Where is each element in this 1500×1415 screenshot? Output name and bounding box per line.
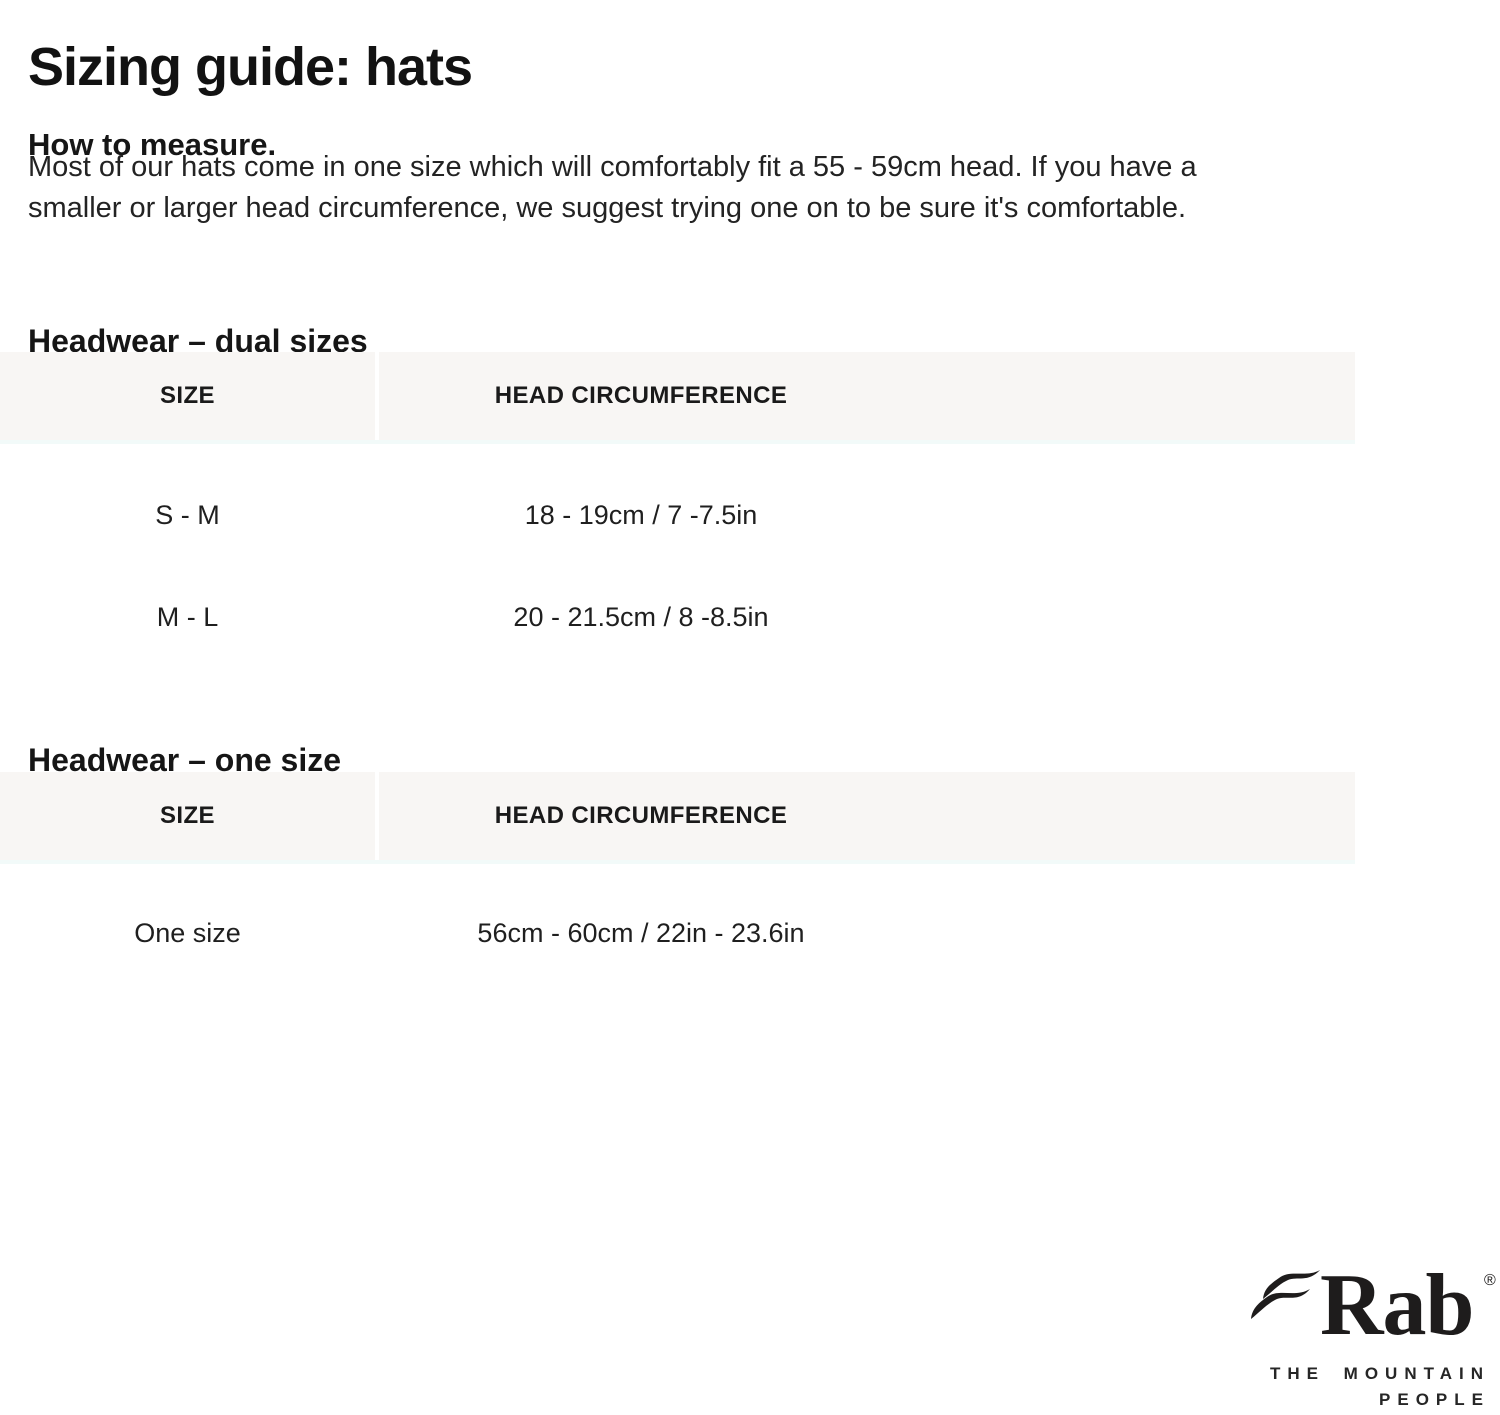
registered-trademark-symbol: ® xyxy=(1484,1272,1496,1289)
size-value: S - M xyxy=(155,500,220,530)
brand-tagline: THE MOUNTAIN PEOPLE xyxy=(1190,1361,1490,1413)
table-header-row: SIZE HEAD CIRCUMFERENCE xyxy=(0,772,1355,864)
section-heading-one-size: Headwear – one size xyxy=(28,741,342,778)
column-header-size: SIZE xyxy=(0,352,375,440)
body-line-1: Most of our hats come in one size which … xyxy=(28,151,1197,183)
head-circumference-value: 56cm - 60cm / 22in - 23.6in xyxy=(477,918,805,948)
column-divider xyxy=(375,772,379,860)
table-row: One size 56cm - 60cm / 22in - 23.6in xyxy=(0,916,1355,950)
how-to-measure-body: Most of our hats come in one size which … xyxy=(28,147,1197,229)
column-divider xyxy=(375,352,379,440)
rab-double-wave-icon xyxy=(1251,1270,1320,1319)
table-header-row: SIZE HEAD CIRCUMFERENCE xyxy=(0,352,1355,444)
column-header-size: SIZE xyxy=(0,772,375,860)
header-filler xyxy=(903,352,1355,440)
column-header-head-circumference: HEAD CIRCUMFERENCE xyxy=(379,772,903,860)
head-circumference-value: 20 - 21.5cm / 8 -8.5in xyxy=(513,602,769,632)
table-row: S - M 18 - 19cm / 7 -7.5in xyxy=(0,498,1355,532)
size-value: M - L xyxy=(156,602,219,632)
rab-wordmark: Rab xyxy=(1320,1257,1474,1354)
dual-sizes-table: SIZE HEAD CIRCUMFERENCE S - M 18 - 19cm … xyxy=(0,352,1355,672)
header-filler xyxy=(903,772,1355,860)
page-title: Sizing guide: hats xyxy=(28,37,473,98)
head-circumference-value: 18 - 19cm / 7 -7.5in xyxy=(524,500,758,530)
size-value: One size xyxy=(134,918,241,948)
column-header-head-circumference: HEAD CIRCUMFERENCE xyxy=(379,352,903,440)
tagline-line-1: THE MOUNTAIN xyxy=(1269,1364,1490,1383)
tagline-line-2: PEOPLE xyxy=(1379,1390,1490,1409)
one-size-table: SIZE HEAD CIRCUMFERENCE One size 56cm - … xyxy=(0,772,1355,972)
how-to-measure-heading: How to measure. xyxy=(28,126,277,162)
table-row: M - L 20 - 21.5cm / 8 -8.5in xyxy=(0,600,1355,634)
body-line-2: smaller or larger head circumference, we… xyxy=(28,192,1187,224)
